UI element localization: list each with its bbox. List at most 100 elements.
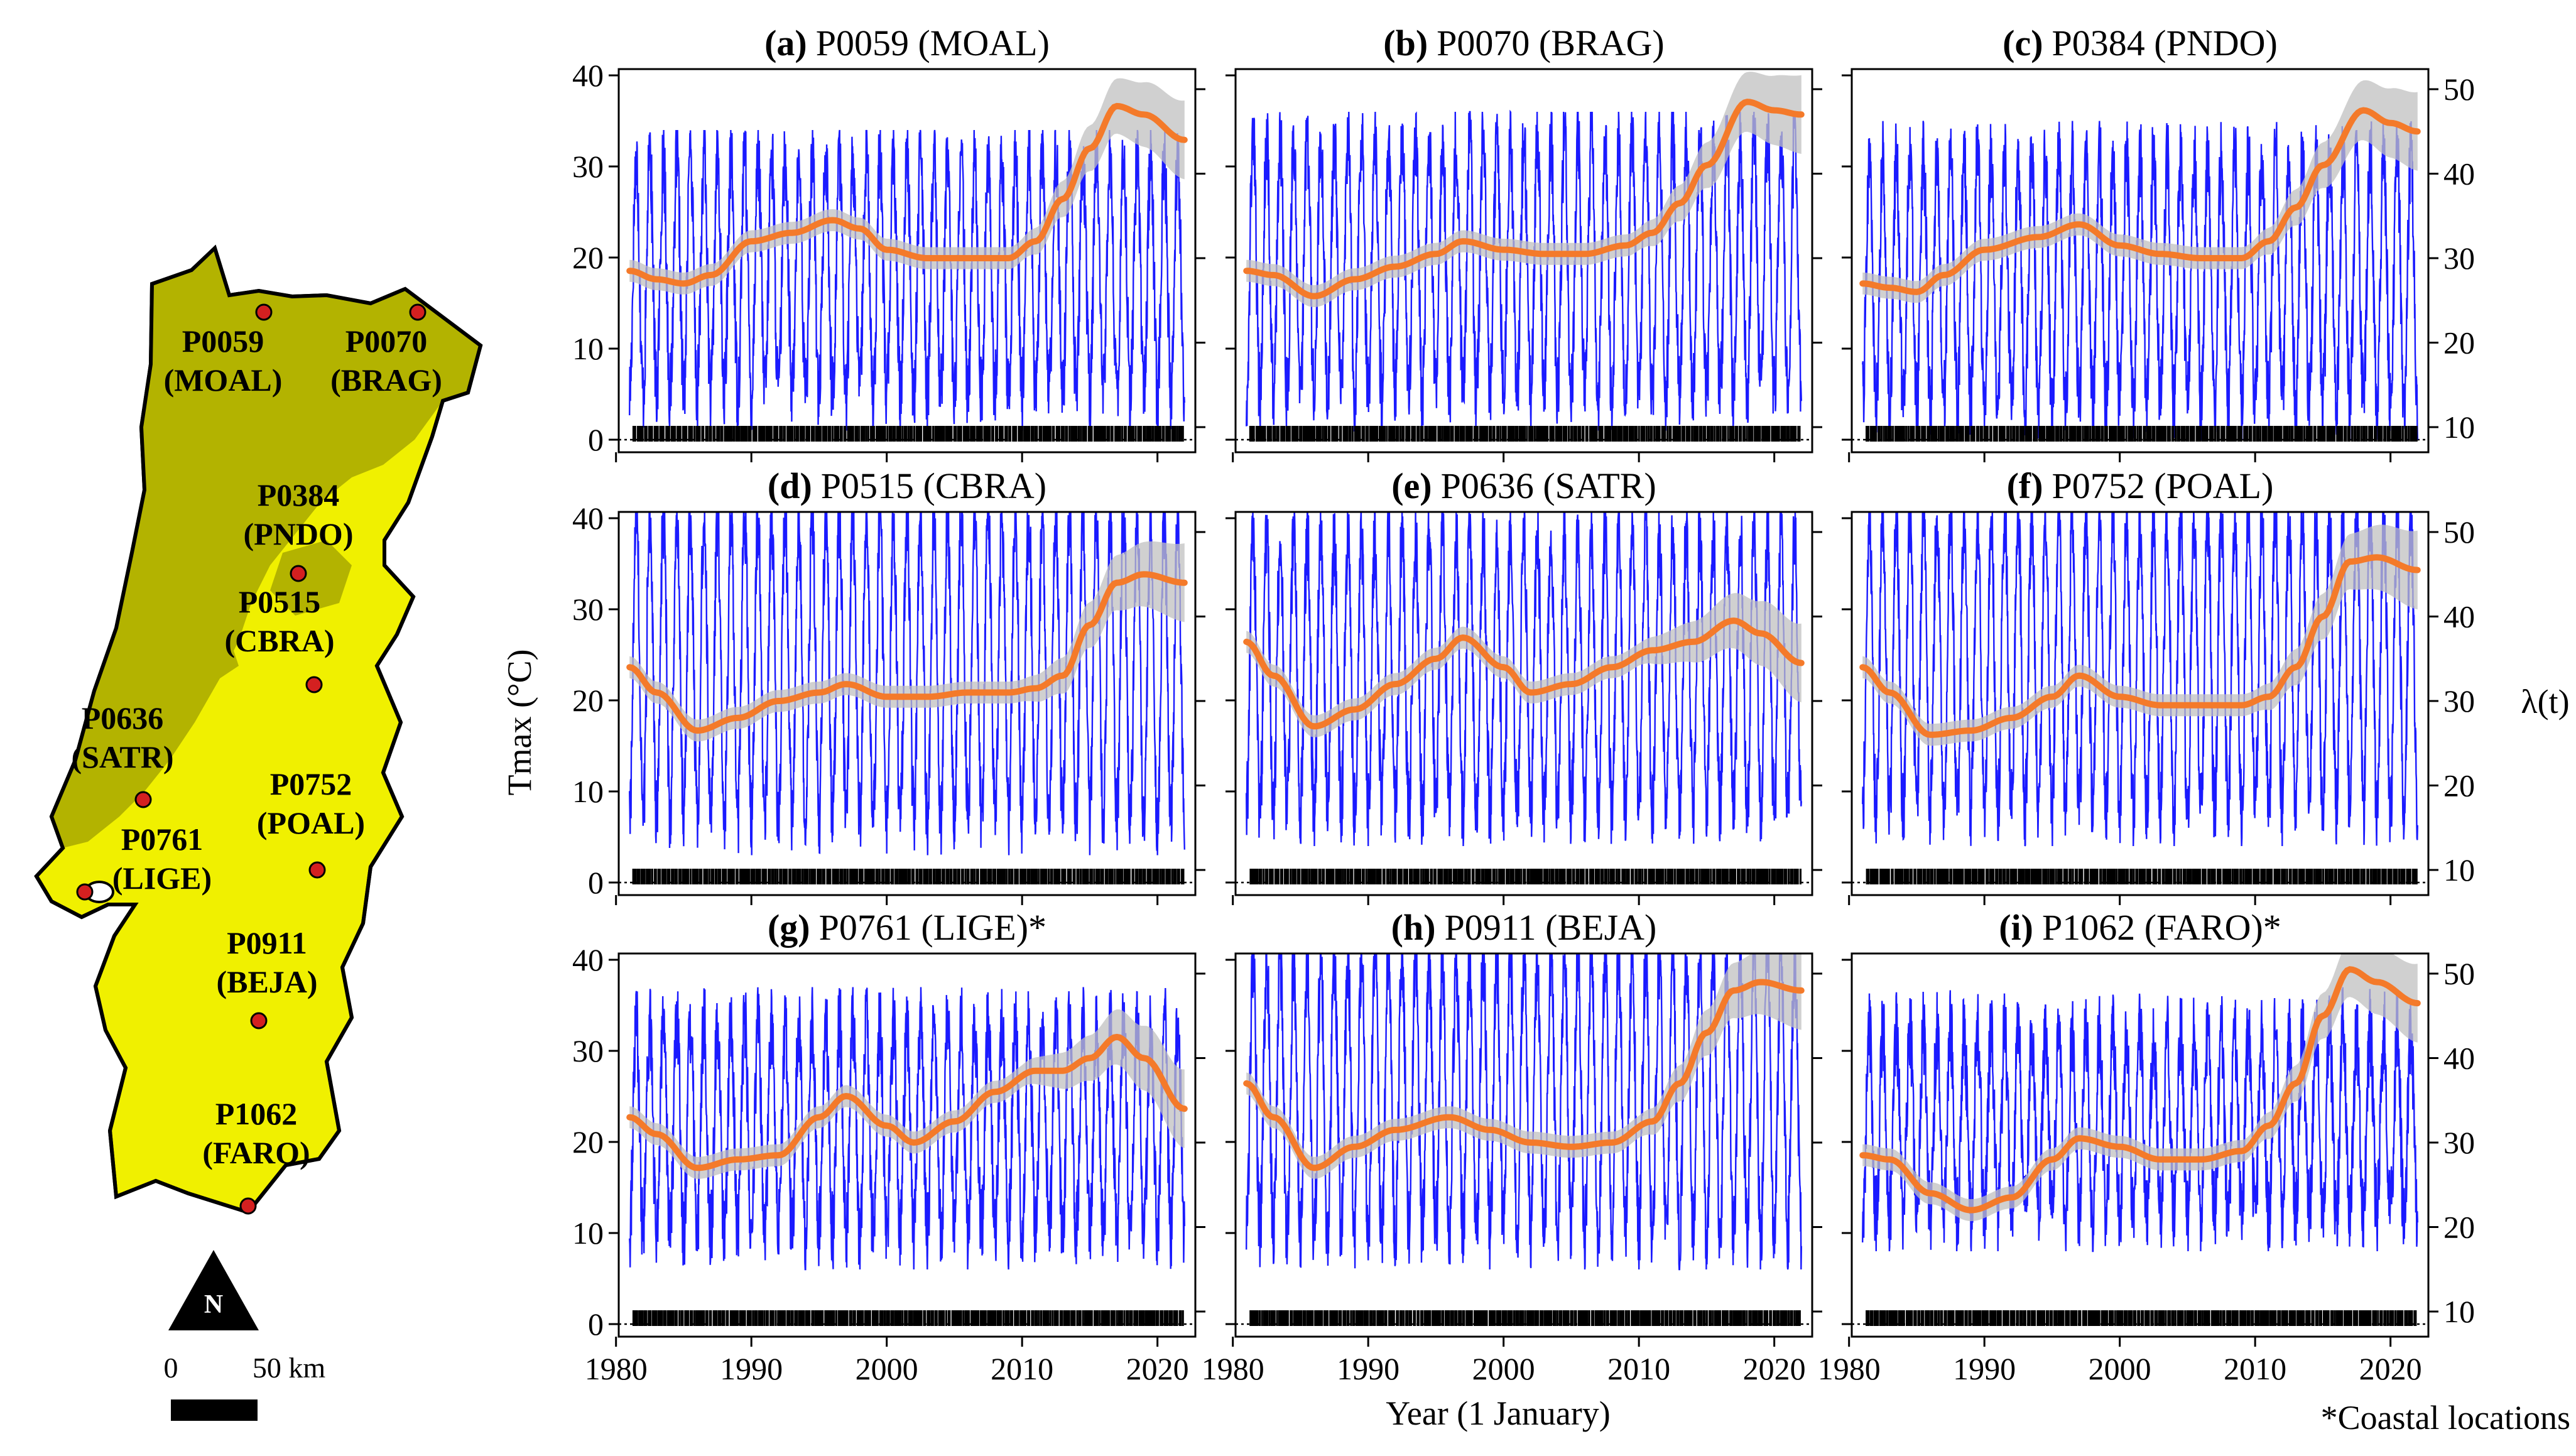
station-name-label: (MOAL) <box>164 362 283 398</box>
panel-station: P0384 (PNDO) <box>2052 23 2278 63</box>
map-land-north-patch <box>270 540 352 616</box>
y2-tick-label: 10 <box>2443 852 2475 888</box>
y-tick-label: 30 <box>572 1033 604 1068</box>
panel-title: (d) P0515 (CBRA) <box>768 465 1046 506</box>
y2-tick-label: 20 <box>2443 1210 2475 1245</box>
x-tick-label: 1990 <box>720 1351 783 1386</box>
intensity-band <box>1246 593 1802 737</box>
plot-area <box>1852 512 2428 884</box>
intensity-band <box>1862 953 2418 1222</box>
y-tick-label: 0 <box>588 422 604 457</box>
y2-tick-label: 10 <box>2443 410 2475 445</box>
panel-title: (c) P0384 (PNDO) <box>2003 23 2278 63</box>
tmax-series <box>1862 121 2418 441</box>
plot-area <box>619 987 1195 1326</box>
station-code-label: P0515 <box>239 584 321 619</box>
chart-panel: (d) P0515 (CBRA) 0 10 20 30 40 <box>572 465 1205 905</box>
station-marker <box>290 565 307 582</box>
y2-tick-label: 30 <box>2443 241 2475 276</box>
plot-area <box>1852 80 2428 442</box>
y-tick-label: 0 <box>588 1307 604 1342</box>
chart-panel: (c) P0384 (PNDO) 10 20 30 40 50 <box>1842 23 2475 462</box>
x-tick-label: 2020 <box>1743 1351 1806 1386</box>
panel-station: P0752 (POAL) <box>2052 465 2274 506</box>
y2-tick-label: 30 <box>2443 1125 2475 1160</box>
station-name-label: (POAL) <box>257 805 365 840</box>
y-tick-label: 20 <box>572 683 604 718</box>
y-tick-label: 20 <box>572 1124 604 1160</box>
station-marker <box>409 303 427 321</box>
intensity-curve <box>1243 99 1805 300</box>
panel-station: P0059 (MOAL) <box>816 23 1050 63</box>
station-name-label: (BEJA) <box>216 964 317 999</box>
scale-label: 50 km <box>253 1352 326 1384</box>
panel-station: P0911 (BEJA) <box>1445 907 1657 948</box>
station-code-label: P0752 <box>270 766 352 801</box>
station-name-label: (SATR) <box>72 739 174 774</box>
x-tick-label: 2000 <box>2089 1351 2151 1386</box>
y2-tick-label: 30 <box>2443 683 2475 719</box>
station-name-label: (PNDO) <box>244 516 354 551</box>
intensity-band <box>1246 953 1802 1179</box>
panel-letter: (b) <box>1383 23 1428 63</box>
x-tick-label: 2000 <box>1472 1351 1535 1386</box>
map-land-north-patch <box>176 628 239 691</box>
station-marker <box>239 1197 257 1215</box>
station-marker <box>255 303 273 321</box>
x-tick-label: 2010 <box>1607 1351 1670 1386</box>
right-axis-label: λ(t) <box>2521 683 2569 720</box>
panel-letter: (d) <box>768 465 812 506</box>
exceedance-rug <box>1866 426 2418 442</box>
panel-frame <box>1234 511 1813 896</box>
station-marker <box>308 861 326 879</box>
station-code-label: P0761 <box>121 822 204 857</box>
exceedance-rug <box>632 869 1185 884</box>
panel-letter: (a) <box>764 23 807 63</box>
station-code-label: P0384 <box>258 477 340 513</box>
panel-frame <box>617 952 1197 1338</box>
station-name-label: (BRAG) <box>330 362 442 398</box>
panel-letter: (h) <box>1391 907 1436 948</box>
intensity-band <box>629 78 1185 295</box>
tmax-series <box>629 129 1185 432</box>
y-tick-label: 10 <box>572 331 604 366</box>
intensity-band <box>1246 72 1802 307</box>
chart-panel: (a) P0059 (MOAL) 0 10 20 30 40 <box>572 23 1205 462</box>
y-axis-label: Tmax (°C) <box>501 649 538 795</box>
tmax-series <box>629 512 1185 856</box>
y-tick-label: 40 <box>572 58 604 93</box>
panel-title: (a) P0059 (MOAL) <box>764 23 1050 63</box>
x-tick-label: 1980 <box>1818 1351 1881 1386</box>
panel-title: (e) P0636 (SATR) <box>1391 465 1656 506</box>
x-tick-label: 1990 <box>1337 1351 1399 1386</box>
north-arrow-label: N <box>204 1290 223 1319</box>
y2-tick-label: 50 <box>2443 956 2475 991</box>
exceedance-rug <box>1866 1310 2417 1326</box>
x-tick-label: 2010 <box>991 1351 1053 1386</box>
station-marker <box>250 1012 268 1030</box>
intensity-curve <box>626 571 1188 734</box>
plot-area <box>619 78 1195 442</box>
map-coast-redraw <box>34 244 483 1215</box>
panel-letter: (i) <box>1999 907 2033 948</box>
y-tick-label: 30 <box>572 149 604 184</box>
y2-tick-label: 40 <box>2443 599 2475 634</box>
footnote: *Coastal locations <box>2321 1399 2570 1437</box>
panel-frame <box>1850 68 2430 454</box>
tmax-series <box>1862 987 2418 1252</box>
north-arrow-icon <box>168 1250 259 1330</box>
y-tick-label: 40 <box>572 942 604 977</box>
portugal-map: P0059(MOAL) P0070(BRAG) P0384(PNDO) P0515 (C… <box>34 244 483 1421</box>
panel-station: P0636 (SATR) <box>1441 465 1656 506</box>
x-tick-label: 2020 <box>1126 1351 1189 1386</box>
x-tick-label: 1990 <box>1953 1351 2016 1386</box>
x-tick-label: 1980 <box>1202 1351 1264 1386</box>
scale-zero: 0 <box>164 1352 178 1384</box>
y-tick-label: 40 <box>572 501 604 536</box>
station-code-label: P0636 <box>82 700 164 736</box>
panel-station: P1062 (FARO)* <box>2042 907 2281 948</box>
intensity-curve <box>626 102 1188 287</box>
y2-tick-label: 40 <box>2443 1041 2475 1076</box>
station-name-label: (LIGE) <box>112 861 212 896</box>
